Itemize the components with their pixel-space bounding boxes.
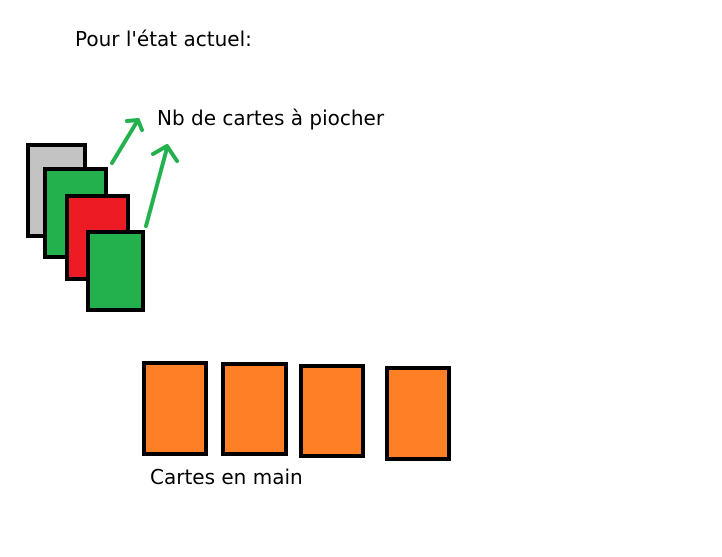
hand-card: [385, 366, 451, 461]
arrow-icon: [144, 144, 179, 228]
hand-card: [299, 364, 365, 458]
page-title: Pour l'état actuel:: [75, 27, 252, 51]
draw-count-label: Nb de cartes à piocher: [157, 106, 385, 130]
hand-label: Cartes en main: [150, 465, 303, 489]
arrow-icon: [110, 118, 144, 165]
hand-card: [221, 362, 288, 456]
hand-card: [142, 361, 208, 456]
deck-card-green-front: [86, 230, 145, 312]
